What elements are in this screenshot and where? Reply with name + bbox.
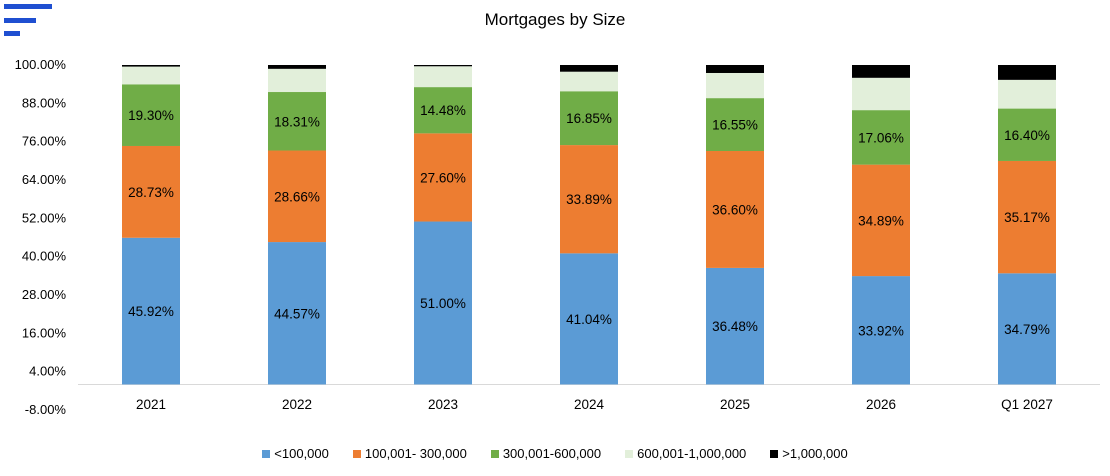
bar-segment — [560, 91, 618, 146]
data-label: 44.57% — [274, 306, 320, 321]
bar-segment — [998, 160, 1056, 274]
bar-segment — [268, 92, 326, 151]
bar-segment — [414, 87, 472, 134]
bar-segment — [414, 221, 472, 385]
bar-segment — [852, 65, 910, 78]
bar-segment — [122, 237, 180, 385]
bar-segment — [122, 145, 180, 238]
legend-swatch — [262, 449, 271, 458]
legend-item: 100,001- 300,000 — [352, 446, 467, 461]
data-label: 19.30% — [128, 108, 174, 123]
bar-segment — [852, 77, 910, 111]
legend-item: >1,000,000 — [770, 446, 848, 461]
bar-segment — [560, 253, 618, 385]
legend-item: <100,000 — [262, 446, 329, 461]
legend-label: >1,000,000 — [782, 446, 848, 461]
legend-item: 300,001-600,000 — [490, 446, 602, 461]
bar-segment — [998, 65, 1056, 80]
data-label: 28.73% — [128, 185, 174, 200]
bar-segment — [998, 273, 1056, 385]
data-label: 36.48% — [712, 319, 758, 334]
x-tick-label: 2024 — [574, 397, 605, 412]
bar-segment — [998, 108, 1056, 161]
bar-segment — [706, 98, 764, 151]
legend-swatch — [490, 449, 499, 458]
bar-segment — [998, 79, 1056, 109]
chart-title: Mortgages by Size — [484, 10, 626, 29]
bar-segment — [122, 66, 180, 85]
x-tick-label: 2026 — [866, 397, 896, 412]
bar-segment — [706, 72, 764, 99]
bar-segment — [268, 65, 326, 69]
x-tick-label: 2023 — [428, 397, 458, 412]
data-label: 16.85% — [566, 111, 612, 126]
x-tick-label: 2025 — [720, 397, 750, 412]
data-label: 16.40% — [1004, 128, 1050, 143]
data-label: 18.31% — [274, 114, 320, 129]
bar-segment — [268, 242, 326, 385]
bar-segment — [414, 133, 472, 222]
bar-segment — [706, 267, 764, 385]
bar-segment — [414, 66, 472, 88]
stacked-bar-chart: 100.00% 88.00% 76.00% 64.00% 52.00% 40.00% 28.… — [15, 57, 1100, 417]
x-tick-label: 2022 — [282, 397, 312, 412]
y-tick-label: 16.00% — [22, 325, 67, 340]
bar-segment — [852, 110, 910, 165]
bar-segment — [852, 276, 910, 385]
legend-swatch — [770, 449, 779, 458]
x-tick-label: Q1 2027 — [1001, 397, 1053, 412]
y-tick-label: 4.00% — [29, 364, 66, 379]
data-label: 17.06% — [858, 130, 904, 145]
bar-segment — [560, 71, 618, 92]
bar-segment — [122, 84, 180, 146]
data-label: 16.55% — [712, 118, 758, 133]
data-label: 27.60% — [420, 170, 466, 185]
legend-label: 600,001-1,000,000 — [637, 446, 747, 461]
y-tick-label: 28.00% — [22, 287, 67, 302]
data-label: 41.04% — [566, 312, 612, 327]
data-label: 28.66% — [274, 189, 320, 204]
data-label: 36.60% — [712, 202, 758, 217]
y-tick-label: 88.00% — [22, 95, 67, 110]
chart-legend: <100,000 100,001- 300,000 300,001-600,000 6… — [0, 446, 1110, 461]
y-tick-label: 64.00% — [22, 172, 67, 187]
bar-segment — [414, 65, 472, 67]
data-label: 34.79% — [1004, 322, 1050, 337]
bar-segment — [122, 65, 180, 67]
data-label: 14.48% — [420, 103, 466, 118]
data-label: 34.89% — [858, 213, 904, 228]
data-label: 51.00% — [420, 296, 466, 311]
y-tick-label: -8.00% — [25, 402, 67, 417]
bar-segment — [560, 65, 618, 72]
y-tick-label: 40.00% — [22, 249, 67, 264]
legend-swatch — [352, 449, 361, 458]
bar-segment — [852, 164, 910, 277]
data-label: 45.92% — [128, 304, 174, 319]
data-label: 33.92% — [858, 323, 904, 338]
bar-segment — [560, 145, 618, 254]
bar-segment — [268, 150, 326, 243]
y-tick-label: 100.00% — [15, 57, 67, 72]
bar-segment — [706, 150, 764, 268]
bar-segment — [268, 68, 326, 93]
data-label: 33.89% — [566, 192, 612, 207]
legend-item: 600,001-1,000,000 — [625, 446, 746, 461]
y-tick-label: 52.00% — [22, 210, 67, 225]
x-tick-label: 2021 — [136, 397, 166, 412]
legend-swatch — [625, 449, 634, 458]
legend-label: 100,001- 300,000 — [364, 446, 467, 461]
data-label: 35.17% — [1004, 210, 1050, 225]
y-tick-label: 76.00% — [22, 134, 67, 149]
legend-label: 300,001-600,000 — [502, 446, 602, 461]
bar-segment — [706, 65, 764, 73]
logo-icon — [4, 4, 52, 36]
legend-label: <100,000 — [274, 446, 329, 461]
